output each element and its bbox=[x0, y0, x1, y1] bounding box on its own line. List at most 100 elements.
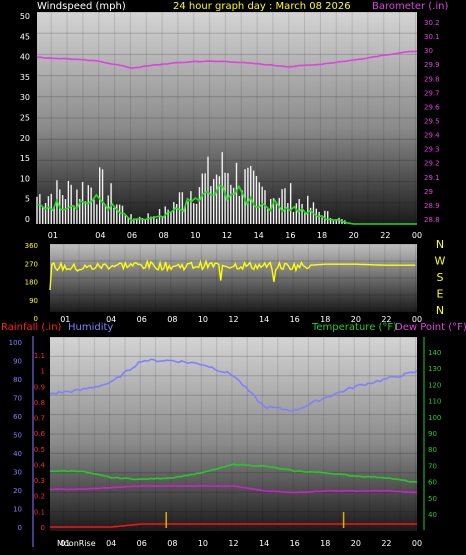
hour-tick-label: 12 bbox=[222, 231, 232, 240]
rainfall-tick-label: 0.8 bbox=[34, 399, 45, 407]
barometer-tick-label: 28.9 bbox=[424, 202, 440, 210]
wind-gust-series bbox=[36, 184, 417, 225]
hour-axis-ticks-bottom: 01 04 06 08 10 12 14 16 18 20 22 00 bbox=[60, 539, 422, 548]
chart-title: 24 hour graph day : March 08 2026 bbox=[173, 1, 351, 12]
barometer-axis-title: Barometer (.in) bbox=[372, 1, 448, 12]
hour-tick-label: 10 bbox=[190, 231, 200, 240]
humidity-tick-label: 100 bbox=[9, 339, 22, 347]
hour-tick-label: 18 bbox=[317, 231, 327, 240]
hour-tick-label: 08 bbox=[167, 539, 177, 548]
windspeed-tick-label: 15 bbox=[20, 154, 30, 163]
moonrise-label: MoonRise bbox=[57, 539, 96, 548]
humidity-tick-label: 30 bbox=[13, 469, 22, 477]
hour-tick-label: 22 bbox=[380, 231, 390, 240]
windspeed-tick-label: 25 bbox=[20, 114, 30, 123]
hour-tick-label: 01 bbox=[60, 539, 70, 548]
hour-axis-ticks-middle: 01 04 06 08 10 12 14 16 18 20 22 00 bbox=[60, 315, 422, 324]
temperature-tick-label: 100 bbox=[428, 414, 441, 422]
hour-axis-ticks-top: 01 04 06 08 10 12 14 16 18 20 22 00 bbox=[48, 231, 422, 240]
direction-tick-label: 90 bbox=[29, 297, 38, 305]
wind-direction-series bbox=[49, 258, 416, 291]
hour-tick-label: 14 bbox=[259, 315, 269, 324]
barometer-tick-label: 29.3 bbox=[424, 146, 440, 154]
rainfall-axis-title: Rainfall (.in) bbox=[1, 322, 62, 333]
rainfall-tick-label: 0.7 bbox=[34, 415, 45, 423]
rainfall-axis-ticks: 0 0.1 0.2 0.3 0.4 0.5 0.6 0.7 0.8 0.9 1 1.1 bbox=[34, 352, 46, 532]
windspeed-tick-label: 45 bbox=[20, 32, 30, 41]
hour-tick-label: 00 bbox=[412, 231, 422, 240]
temperature-tick-label: 120 bbox=[428, 381, 441, 389]
humidity-axis-ticks: 0 10 20 30 40 50 60 70 80 90 100 bbox=[9, 339, 22, 532]
hour-tick-label: 10 bbox=[198, 315, 208, 324]
barometer-tick-label: 29.7 bbox=[424, 89, 440, 97]
barometer-tick-label: 29.4 bbox=[424, 132, 440, 140]
barometer-tick-label: 29 bbox=[424, 188, 433, 196]
temperature-tick-label: 130 bbox=[428, 365, 441, 373]
rainfall-series bbox=[50, 512, 417, 528]
direction-tick-label: 360 bbox=[25, 242, 38, 250]
windspeed-tick-label: 0 bbox=[25, 215, 30, 224]
windspeed-tick-label: 40 bbox=[20, 53, 30, 62]
humidity-tick-label: 40 bbox=[13, 450, 22, 458]
compass-label: N bbox=[436, 304, 444, 317]
humidity-tick-label: 0 bbox=[18, 524, 22, 532]
hour-tick-label: 20 bbox=[351, 539, 361, 548]
dew-point-line bbox=[49, 484, 418, 494]
humidity-line bbox=[49, 358, 418, 413]
temperature-tick-label: 60 bbox=[428, 479, 437, 487]
hour-tick-label: 06 bbox=[127, 231, 137, 240]
hour-tick-label: 08 bbox=[159, 231, 169, 240]
temperature-tick-label: 90 bbox=[428, 430, 437, 438]
humidity-tick-label: 60 bbox=[13, 413, 22, 421]
dew-point-axis-title: Dew Point (°F) bbox=[395, 322, 466, 333]
rainfall-tick-label: 0.3 bbox=[34, 477, 45, 485]
temperature-tick-label: 50 bbox=[428, 495, 437, 503]
rainfall-tick-label: 1.1 bbox=[34, 352, 45, 360]
windspeed-axis-ticks: 0 5 10 15 20 25 30 35 40 45 50 bbox=[20, 12, 30, 224]
windspeed-tick-label: 35 bbox=[20, 73, 30, 82]
barometer-tick-label: 30 bbox=[424, 47, 433, 55]
barometer-tick-label: 29.1 bbox=[424, 174, 440, 182]
humidity-tick-label: 80 bbox=[13, 376, 22, 384]
temperature-axis-title: Temperature (°F) bbox=[311, 322, 397, 333]
dew-point-series bbox=[49, 484, 418, 494]
hour-tick-label: 01 bbox=[48, 231, 58, 240]
humidity-tick-label: 50 bbox=[13, 432, 22, 440]
hour-tick-label: 00 bbox=[412, 539, 422, 548]
hour-tick-label: 14 bbox=[254, 231, 264, 240]
barometer-series bbox=[37, 50, 418, 69]
direction-tick-label: 0 bbox=[34, 315, 38, 323]
windspeed-tick-label: 5 bbox=[25, 195, 30, 204]
direction-plot-area bbox=[50, 244, 417, 312]
compass-label: E bbox=[437, 288, 444, 301]
hour-tick-label: 18 bbox=[320, 315, 330, 324]
humidity-tick-label: 10 bbox=[13, 506, 22, 514]
barometer-tick-label: 28.8 bbox=[424, 216, 440, 224]
hour-tick-label: 14 bbox=[259, 539, 269, 548]
temperature-line bbox=[49, 463, 418, 483]
barometer-line bbox=[37, 50, 418, 69]
temperature-tick-label: 70 bbox=[428, 462, 437, 470]
rainfall-tick-label: 0.5 bbox=[34, 446, 45, 454]
compass-label: S bbox=[437, 271, 444, 284]
hour-tick-label: 04 bbox=[95, 231, 105, 240]
rainfall-tick-label: 0.2 bbox=[34, 493, 45, 501]
hour-tick-label: 06 bbox=[137, 315, 147, 324]
rainfall-tick-label: 0.1 bbox=[34, 508, 45, 516]
hour-tick-label: 16 bbox=[285, 231, 295, 240]
rainfall-tick-label: 0 bbox=[41, 524, 45, 532]
barometer-tick-label: 29.5 bbox=[424, 118, 440, 126]
hour-tick-label: 18 bbox=[320, 539, 330, 548]
hour-tick-label: 00 bbox=[412, 315, 422, 324]
barometer-tick-label: 29.8 bbox=[424, 75, 440, 83]
temperature-tick-label: 40 bbox=[428, 511, 437, 519]
barometer-tick-label: 29.9 bbox=[424, 61, 440, 69]
compass-label: N bbox=[436, 238, 444, 251]
direction-axis-ticks: 360 270 180 90 0 bbox=[25, 242, 38, 323]
temperature-axis-ticks: 40 50 60 70 80 90 100 110 120 130 140 bbox=[428, 349, 441, 519]
temperature-series bbox=[49, 463, 418, 483]
temperature-tick-label: 80 bbox=[428, 446, 437, 454]
humidity-axis-title: Humidity bbox=[68, 322, 113, 333]
